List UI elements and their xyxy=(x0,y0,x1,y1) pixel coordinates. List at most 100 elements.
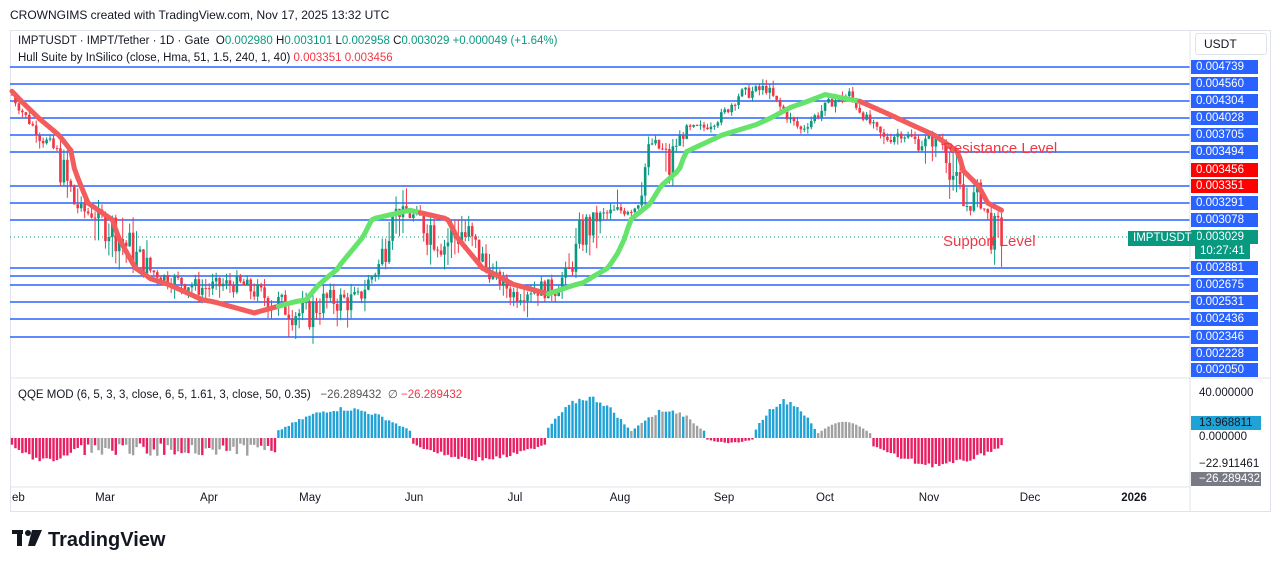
qqe-bar xyxy=(156,438,159,456)
candle-body xyxy=(166,275,169,285)
candle-body xyxy=(380,248,384,265)
qqe-bar xyxy=(816,433,820,438)
qqe-bar xyxy=(169,438,173,450)
candle-body xyxy=(93,217,97,219)
qqe-bar xyxy=(232,438,235,447)
qqe-bar xyxy=(308,415,311,438)
tradingview-logo[interactable]: TradingView xyxy=(12,529,165,552)
qqe-bar xyxy=(502,438,505,455)
qqe-bar xyxy=(657,409,661,438)
candle-body xyxy=(349,294,353,311)
qqe-bar xyxy=(554,418,557,438)
qqe-bar xyxy=(941,438,944,465)
qqe-bar xyxy=(90,438,93,453)
qqe-bar xyxy=(28,438,31,455)
candle-body xyxy=(692,124,695,127)
candle-body xyxy=(747,87,751,98)
candle-body xyxy=(993,215,996,250)
qqe-axis-label: −22.911461 xyxy=(1191,457,1261,471)
candle-body xyxy=(560,277,564,291)
candle-body xyxy=(595,212,599,222)
qqe-bar xyxy=(616,417,619,438)
candle-body xyxy=(221,283,225,287)
candle-body xyxy=(529,293,533,295)
symbol-name[interactable]: IMPTUSDT · IMPT/Tether · 1D · Gate xyxy=(18,35,210,47)
candle-body xyxy=(854,99,858,108)
candle-body xyxy=(332,289,336,304)
candle-body xyxy=(706,127,709,130)
candle-body xyxy=(543,281,547,299)
candle-body xyxy=(647,144,650,168)
qqe-bar xyxy=(249,438,252,445)
currency-selector[interactable]: USDT xyxy=(1195,33,1267,55)
hull-legend[interactable]: Hull Suite by InSilico (close, Hma, 51, … xyxy=(18,52,393,64)
candle-body xyxy=(768,87,772,93)
qqe-bar xyxy=(841,421,844,438)
hull-segment xyxy=(68,147,77,171)
qqe-bar xyxy=(405,428,408,438)
candle-body xyxy=(183,284,187,291)
candle-body xyxy=(294,316,298,326)
qqe-bar xyxy=(356,409,360,438)
qqe-bar xyxy=(799,411,803,438)
qqe-bar xyxy=(893,438,896,454)
candle-body xyxy=(34,125,38,135)
candle-body xyxy=(605,212,609,214)
qqe-bar xyxy=(834,423,837,438)
qqe-bar xyxy=(315,412,318,438)
qqe-bar xyxy=(993,438,996,449)
qqe-bar xyxy=(868,433,872,438)
qqe-bar xyxy=(692,423,695,438)
candle-body xyxy=(187,287,190,291)
qqe-bar xyxy=(41,438,45,459)
candle-body xyxy=(266,297,270,310)
qqe-bar xyxy=(194,438,197,454)
candle-body xyxy=(290,319,294,326)
qqe-bar xyxy=(920,438,924,465)
qqe-bar xyxy=(443,438,446,456)
qqe-bar xyxy=(931,438,934,468)
qqe-bar xyxy=(163,438,166,455)
hull-indicator-name[interactable]: Hull Suite by InSilico (close, Hma, 51, … xyxy=(18,52,291,64)
qqe-bar xyxy=(439,438,443,452)
candle-body xyxy=(882,132,886,137)
qqe-bar xyxy=(976,438,979,455)
qqe-bar xyxy=(76,438,79,448)
candle-body xyxy=(131,232,135,267)
candle-body xyxy=(903,137,906,139)
candle-body xyxy=(356,291,360,293)
candle-body xyxy=(931,135,934,147)
qqe-bar xyxy=(879,438,882,449)
qqe-indicator-name[interactable]: QQE MOD (6, 5, 3, 3, close, 6, 5, 1.61, … xyxy=(18,389,311,401)
qqe-bar xyxy=(453,438,457,457)
qqe-bar xyxy=(55,438,59,461)
qqe-bar xyxy=(301,419,304,438)
candle-body xyxy=(377,264,381,275)
candle-body xyxy=(827,98,830,103)
qqe-bar xyxy=(972,438,976,460)
candle-body xyxy=(675,145,678,147)
qqe-bar xyxy=(536,438,540,448)
qqe-bar xyxy=(419,438,422,448)
candle-body xyxy=(450,229,453,243)
qqe-bar xyxy=(284,426,287,438)
qqe-bar xyxy=(768,409,771,438)
candle-body xyxy=(581,219,585,245)
candle-body xyxy=(688,125,692,127)
symbol-legend[interactable]: IMPTUSDT · IMPT/Tether · 1D · Gate O0.00… xyxy=(18,35,557,47)
qqe-legend[interactable]: QQE MOD (6, 5, 3, 3, close, 6, 5, 1.61, … xyxy=(18,387,462,401)
qqe-bar xyxy=(45,438,48,459)
qqe-bar xyxy=(682,416,685,438)
qqe-bar xyxy=(851,423,854,438)
candle-body xyxy=(304,302,308,304)
candle-body xyxy=(778,99,782,107)
candle-body xyxy=(256,284,259,297)
qqe-bar xyxy=(910,438,913,459)
qqe-bar xyxy=(235,438,239,455)
qqe-bar xyxy=(592,396,595,438)
qqe-bar xyxy=(294,422,297,438)
candle-body xyxy=(623,210,626,215)
qqe-bar xyxy=(398,425,401,438)
candle-body xyxy=(896,133,900,137)
